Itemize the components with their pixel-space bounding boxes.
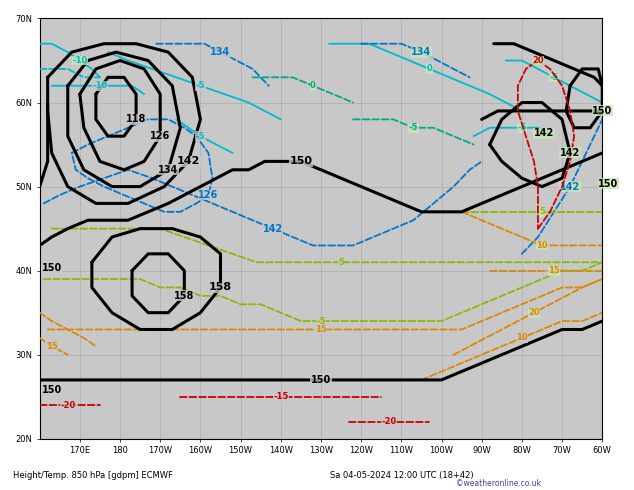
Text: -5: -5	[316, 317, 326, 325]
Text: 20: 20	[528, 308, 540, 317]
Text: 126: 126	[198, 190, 219, 200]
Text: 142: 142	[560, 148, 580, 158]
Text: 142: 142	[262, 223, 283, 234]
Text: 0: 0	[427, 64, 432, 74]
Text: 10: 10	[516, 333, 527, 343]
Text: 158: 158	[174, 291, 195, 301]
Text: 15: 15	[315, 325, 327, 334]
Text: -5: -5	[517, 123, 527, 132]
Text: 142: 142	[560, 182, 580, 192]
Text: 134: 134	[411, 47, 432, 57]
Text: 150: 150	[42, 385, 62, 394]
Text: 134: 134	[158, 165, 178, 175]
Text: 15: 15	[548, 266, 560, 275]
Text: 5: 5	[338, 258, 344, 267]
Text: 118: 118	[126, 114, 146, 124]
Text: 134: 134	[210, 47, 231, 57]
Text: 150: 150	[289, 156, 313, 167]
Text: 142: 142	[534, 128, 554, 138]
Text: 158: 158	[209, 282, 232, 293]
Text: 126: 126	[150, 131, 171, 141]
Text: 0: 0	[310, 81, 316, 90]
Text: -5: -5	[196, 132, 205, 141]
Text: 5: 5	[539, 207, 545, 216]
Text: 15: 15	[46, 342, 58, 351]
Text: -10: -10	[93, 81, 108, 90]
Text: -10: -10	[72, 56, 87, 65]
Text: ©weatheronline.co.uk: ©weatheronline.co.uk	[456, 479, 541, 488]
Text: 142: 142	[177, 156, 200, 167]
Text: -5: -5	[549, 73, 559, 82]
Text: Sa 04-05-2024 12:00 UTC (18+42): Sa 04-05-2024 12:00 UTC (18+42)	[330, 471, 474, 480]
Text: -5: -5	[196, 81, 205, 90]
Text: 150: 150	[592, 106, 612, 116]
Text: 150: 150	[311, 375, 331, 385]
Text: 10: 10	[536, 241, 548, 250]
Text: -20: -20	[382, 417, 397, 426]
Text: 150: 150	[598, 178, 619, 189]
Text: Height/Temp. 850 hPa [gdpm] ECMWF: Height/Temp. 850 hPa [gdpm] ECMWF	[13, 471, 172, 480]
Text: -15: -15	[273, 392, 288, 401]
Text: -5: -5	[409, 123, 418, 132]
Text: 20: 20	[532, 56, 544, 65]
Text: 150: 150	[42, 263, 62, 272]
Text: -20: -20	[60, 401, 75, 410]
